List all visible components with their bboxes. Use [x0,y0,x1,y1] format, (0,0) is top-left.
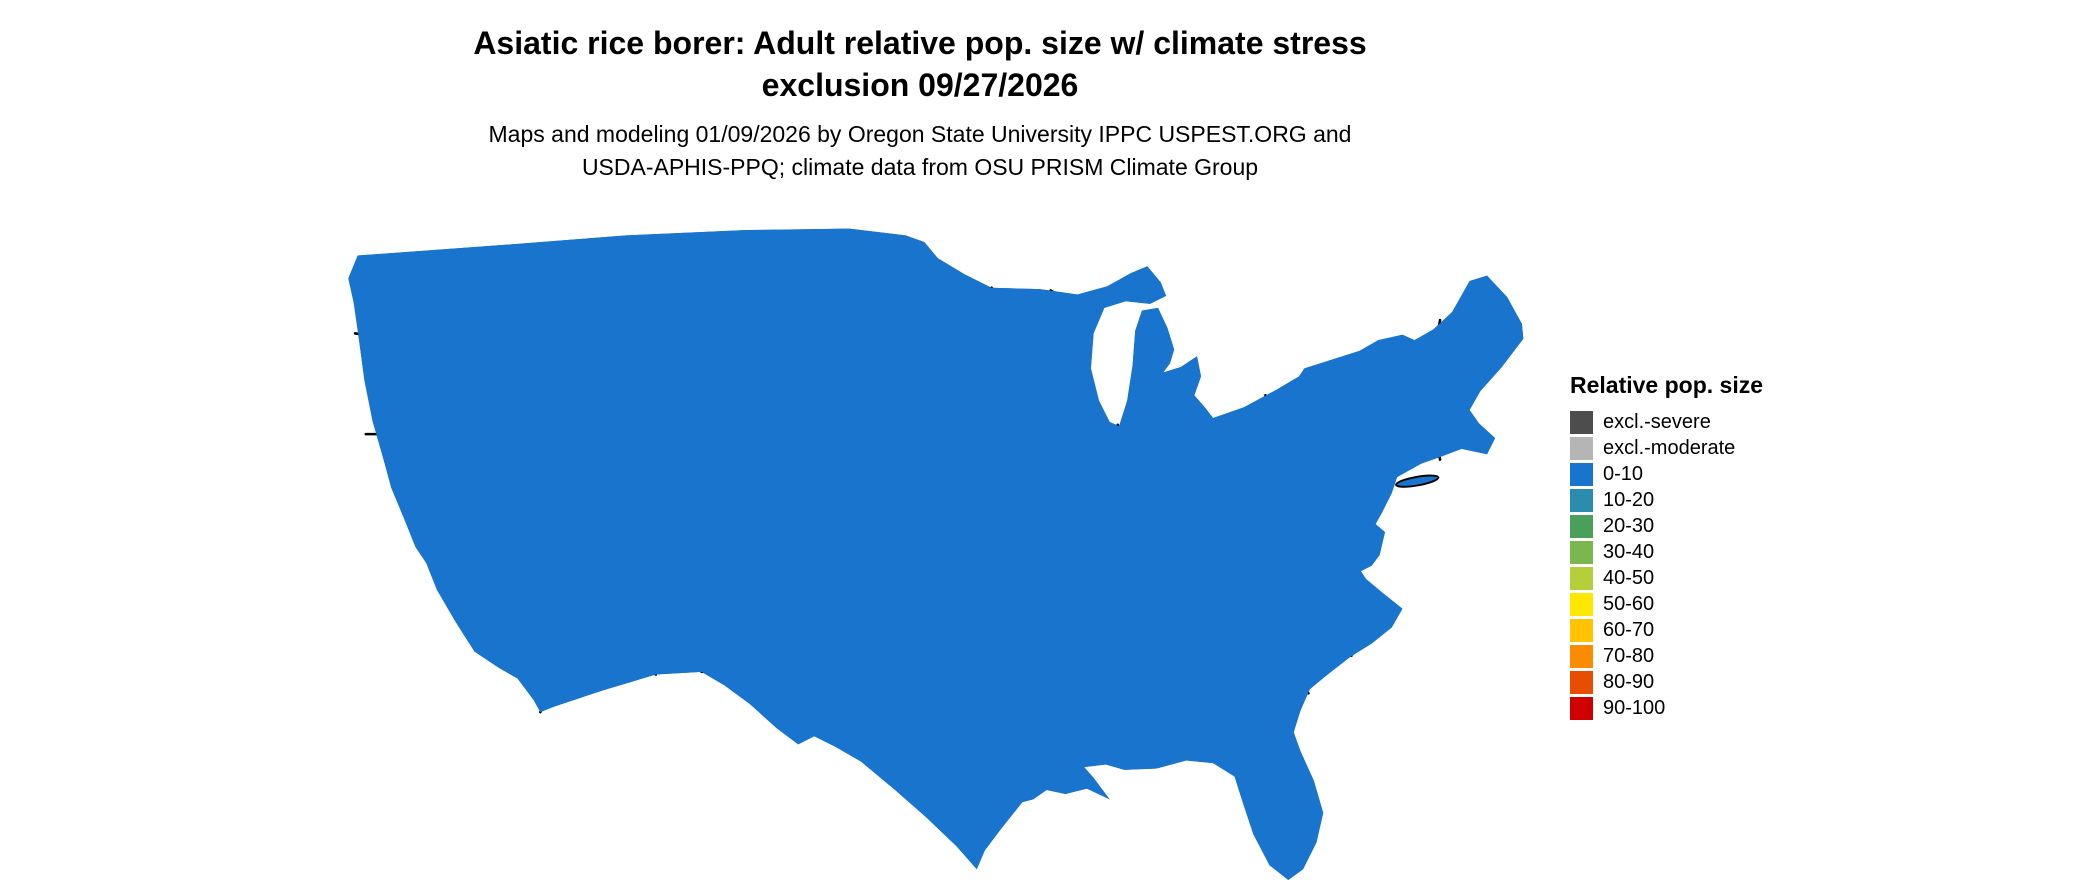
legend-title: Relative pop. size [1570,372,1764,398]
legend-swatch [1570,410,1593,434]
legend-item: 80-90 [1570,669,1763,695]
legend-label: 80-90 [1603,670,1655,693]
legend-item: 70-80 [1570,643,1763,669]
legend-label: 50-60 [1603,592,1655,615]
legend-swatch [1570,566,1593,590]
legend-label: 90-100 [1603,696,1666,719]
legend-swatch [1570,514,1593,538]
legend-label: excl.-severe [1603,410,1711,433]
legend-item: 10-20 [1570,487,1763,513]
national-outline [346,226,1526,882]
legend-swatch [1570,540,1593,564]
legend-item: 20-30 [1570,513,1763,539]
legend-swatch [1570,670,1593,694]
legend-label: 0-10 [1603,462,1644,485]
legend-item: excl.-moderate [1570,435,1763,461]
legend-item: 60-70 [1570,617,1763,643]
legend-item: 0-10 [1570,461,1763,487]
subtitle-line-1: Maps and modeling 01/09/2026 by Oregon S… [488,121,1352,147]
legend-item: 40-50 [1570,565,1763,591]
legend-swatch [1570,488,1593,512]
legend-item: 50-60 [1570,591,1763,617]
legend-swatch [1570,644,1593,668]
legend-label: 30-40 [1603,540,1655,563]
legend-item: excl.-severe [1570,409,1763,435]
legend-swatch [1570,618,1593,642]
title-line-2: exclusion 09/27/2026 [761,67,1079,104]
figure-title: Asiatic rice borer: Adult relative pop. … [0,22,1840,106]
legend-item: 90-100 [1570,695,1763,721]
legend-label: 40-50 [1603,566,1655,589]
map-legend: Relative pop. size excl.-severe excl.-mo… [1570,372,1763,721]
legend-swatch [1570,436,1593,460]
legend-label: 20-30 [1603,514,1655,537]
legend-label: 60-70 [1603,618,1655,641]
legend-label: 70-80 [1603,644,1655,667]
us-map-svg [346,226,1526,882]
title-line-1: Asiatic rice borer: Adult relative pop. … [473,25,1367,61]
long-island [1395,474,1440,488]
legend-label: excl.-moderate [1603,436,1736,459]
subtitle-line-2: USDA-APHIS-PPQ; climate data from OSU PR… [581,154,1259,181]
legend-swatch [1570,696,1593,720]
legend-label: 10-20 [1603,488,1655,511]
us-map [304,226,1526,884]
figure-subtitle: Maps and modeling 01/09/2026 by Oregon S… [0,118,1840,185]
legend-swatch [1570,462,1593,486]
legend-item: 30-40 [1570,539,1763,565]
legend-swatch [1570,592,1593,616]
